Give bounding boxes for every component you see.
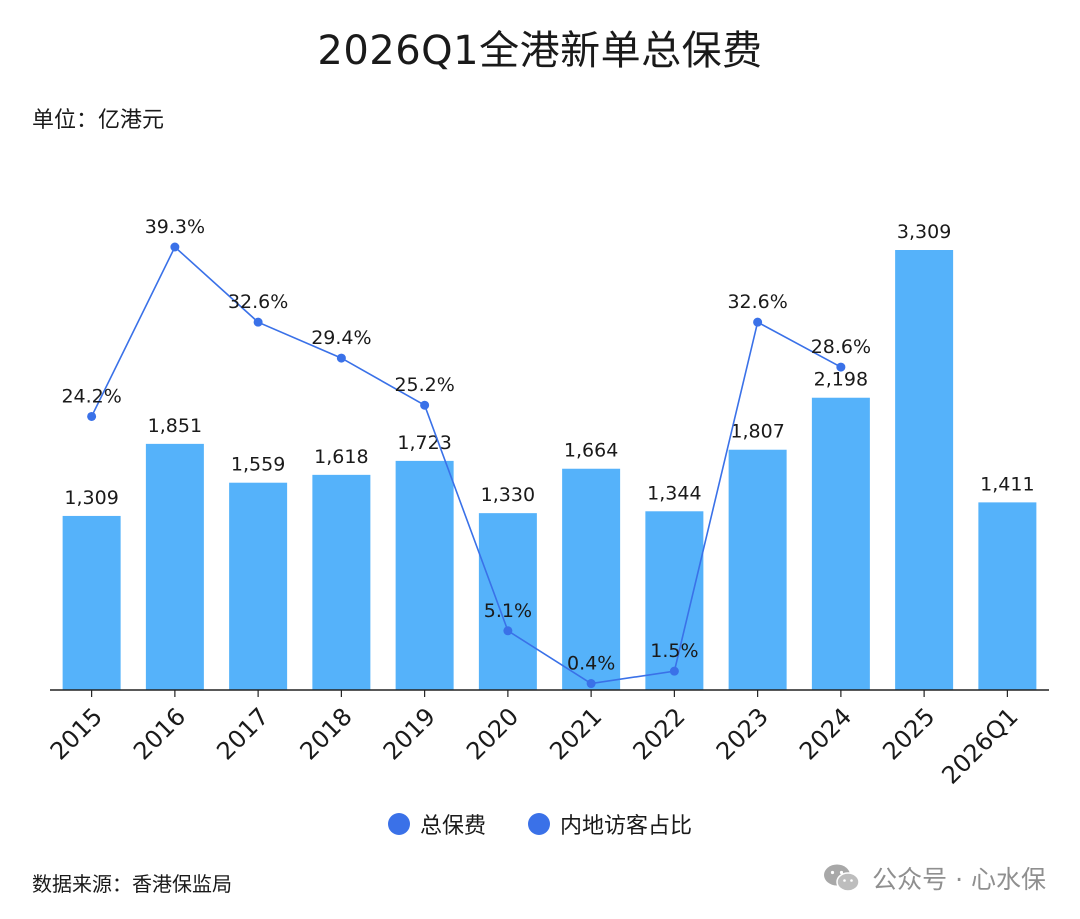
source-label: 数据来源：香港保监局 (32, 872, 232, 896)
line-value-label: 24.2% (61, 385, 121, 407)
x-tick-label: 2018 (295, 702, 358, 765)
bar-value-label: 1,618 (314, 446, 368, 468)
bar-2019 (395, 460, 454, 690)
bar-2020 (478, 513, 537, 690)
line-value-label: 32.6% (228, 291, 288, 313)
bar-2017 (229, 482, 288, 690)
line-value-label: 25.2% (394, 374, 454, 396)
watermark-text: 公众号 · 心水保 (872, 865, 1046, 894)
line-point (170, 242, 180, 252)
line-point (669, 666, 679, 676)
bar-2026Q1 (978, 502, 1037, 690)
line-point (503, 626, 513, 636)
x-tick-label: 2022 (628, 702, 691, 765)
bar-value-label: 1,664 (564, 440, 618, 462)
x-tick-label: 2021 (544, 702, 607, 765)
bar-value-label: 2,198 (814, 369, 868, 391)
legend-marker-visitor-share (528, 813, 550, 835)
x-tick-label: 2019 (378, 702, 441, 765)
legend-item-visitor-share[interactable]: 内地访客占比 (528, 808, 692, 840)
line-visitor-share (90, 245, 842, 685)
bar-2015 (62, 515, 121, 690)
line-point (87, 411, 97, 421)
bar-value-label: 1,851 (148, 415, 202, 437)
legend-label-premium: 总保费 (419, 814, 486, 839)
watermark: 公众号 · 心水保 (822, 860, 1046, 896)
bar-value-label: 1,411 (980, 473, 1034, 495)
unit-label: 单位：亿港元 (32, 108, 165, 133)
x-tick-label: 2015 (45, 702, 108, 765)
line-point (753, 317, 763, 327)
line-point (836, 362, 846, 372)
bar-value-label: 1,559 (231, 454, 285, 476)
x-tick-label: 2020 (461, 702, 524, 765)
line-point (586, 679, 596, 689)
bar-value-label: 1,330 (481, 484, 535, 506)
bar-value-label: 1,309 (64, 487, 118, 509)
line-value-label: 29.4% (311, 327, 371, 349)
bar-value-label: 1,807 (730, 421, 784, 443)
line-value-label: 32.6% (727, 291, 787, 313)
line-point (253, 317, 263, 327)
x-tick-label: 2017 (211, 702, 274, 765)
chart-plot: 1,309 1,851 1,559 1,618 1,723 1,330 1,664 1,344… (45, 216, 1049, 790)
legend-label-visitor-share: 内地访客占比 (560, 814, 693, 839)
wechat-icon (824, 864, 860, 892)
x-tick-label: 2025 (877, 702, 940, 765)
line-value-label: 5.1% (484, 600, 532, 622)
line-value-label: 39.3% (145, 216, 205, 238)
line-value-label: 0.4% (567, 653, 615, 675)
bar-value-label: 1,723 (397, 432, 451, 454)
line-point (420, 400, 430, 410)
chart-title: 2026Q1全港新单总保费 (317, 28, 763, 74)
bar-2023 (728, 449, 787, 690)
legend-item-premium[interactable]: 总保费 (387, 808, 486, 840)
bar-value-label: 1,344 (647, 482, 701, 504)
bar-2018 (312, 474, 371, 690)
bar-2016 (145, 443, 204, 690)
x-tick-label: 2026Q1 (936, 702, 1023, 789)
bar-2022 (645, 511, 704, 690)
bar-2021 (562, 468, 621, 690)
legend-marker-premium (387, 813, 410, 835)
x-tick-label: 2024 (794, 702, 857, 765)
line-value-label: 28.6% (811, 336, 871, 358)
legend: 总保费 内地访客占比 (0, 808, 1080, 840)
x-tick-label: 2016 (128, 702, 191, 765)
bar-2024 (811, 397, 870, 690)
bar-2025 (895, 250, 954, 690)
x-tick-label: 2023 (711, 702, 774, 765)
line-point (336, 353, 346, 363)
line-value-label: 1.5% (650, 640, 698, 662)
bar-value-label: 3,309 (897, 221, 951, 243)
